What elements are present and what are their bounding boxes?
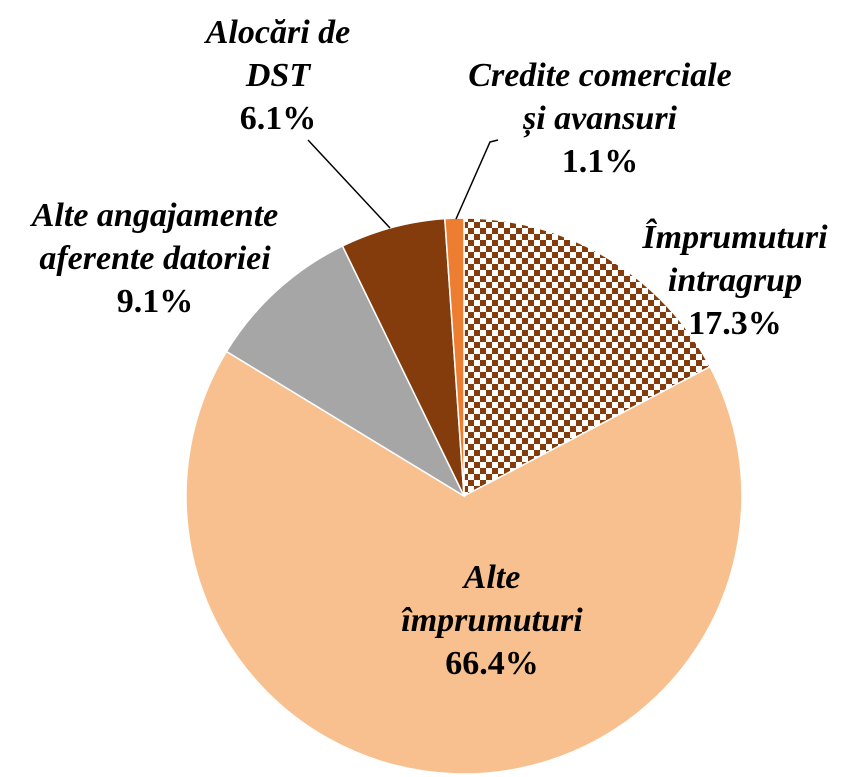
slice-label-line: intragrup <box>668 262 802 299</box>
leader-line <box>307 139 391 229</box>
slice-label-line: Credite comerciale <box>468 57 731 94</box>
leader-line <box>455 139 499 220</box>
slice-label: Alte angajamente aferente datoriei <box>30 197 279 277</box>
slice-label-line: Împrumuturi <box>641 218 828 256</box>
value-label: 17.3% <box>688 305 782 342</box>
pie-slice <box>463 217 712 498</box>
slice-label-line: împrumuturi <box>401 602 583 639</box>
slice-label-line: Alte angajamente <box>30 197 279 234</box>
pie-slice <box>185 350 743 775</box>
slice-label-line: DST <box>245 57 311 94</box>
value-label: 6.1% <box>240 100 317 137</box>
slice-label-line: Alte <box>462 559 521 596</box>
value-label: 66.4% <box>445 645 539 682</box>
slice-label: Credite comerciale și avansuri <box>468 57 731 138</box>
value-label: 9.1% <box>117 283 194 320</box>
slice-label-line: Alocări de <box>204 14 350 51</box>
slice-label: Împrumuturi intragrup <box>641 218 828 299</box>
value-label: 1.1% <box>562 143 639 180</box>
slice-label: Alte împrumuturi <box>401 559 583 639</box>
pie-slice <box>444 217 465 497</box>
pie-slice <box>225 244 466 498</box>
slice-label-line: și avansuri <box>522 100 678 138</box>
slice-label-line: aferente datoriei <box>39 240 271 277</box>
slice-label: Alocări de DST <box>204 14 350 94</box>
